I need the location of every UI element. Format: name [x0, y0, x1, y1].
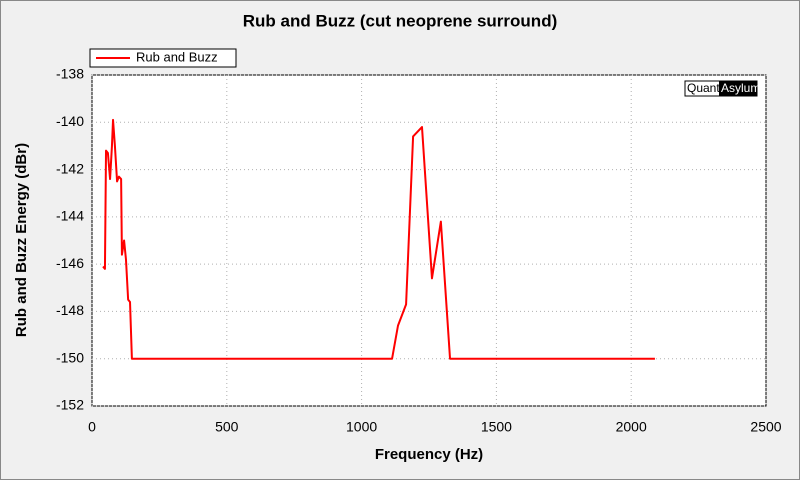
logo-text: Quant — [687, 81, 720, 95]
y-tick-label: -142 — [56, 160, 84, 176]
y-tick-label: -144 — [56, 208, 84, 224]
y-tick-label: -148 — [56, 302, 84, 318]
chart-title: Rub and Buzz (cut neoprene surround) — [243, 11, 558, 30]
x-tick-label: 1500 — [481, 419, 512, 435]
x-tick-label: 2000 — [616, 419, 647, 435]
x-tick-label: 2500 — [750, 419, 781, 435]
y-tick-label: -140 — [56, 113, 84, 129]
x-tick-label: 0 — [88, 419, 96, 435]
x-tick-label: 1000 — [346, 419, 377, 435]
data-line — [102, 118, 655, 360]
logo-dark — [719, 81, 757, 96]
legend — [89, 48, 237, 68]
x-axis-label: Frequency (Hz) — [375, 446, 483, 463]
logo-text: Asylum — [721, 81, 760, 95]
y-tick-label: -152 — [56, 397, 84, 413]
y-axis-label: Rub and Buzz Energy (dBr) — [13, 143, 30, 337]
y-tick-label: -150 — [56, 349, 84, 365]
x-tick-label: 500 — [215, 419, 239, 435]
legend-label: Rub and Buzz — [136, 49, 218, 64]
y-tick-label: -146 — [56, 255, 84, 271]
y-tick-label: -138 — [56, 66, 84, 82]
